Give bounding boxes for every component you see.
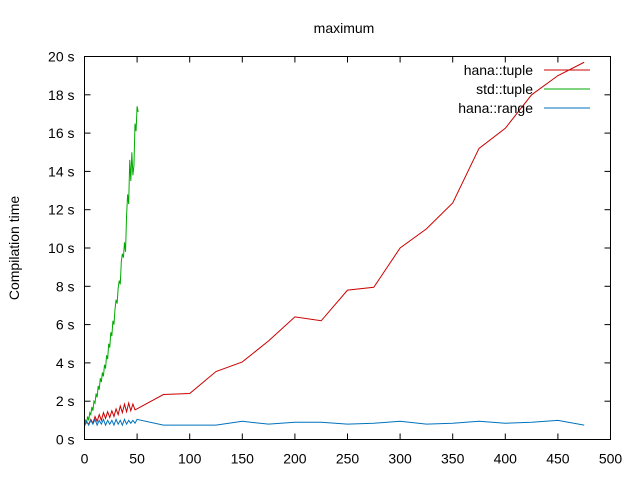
legend-label-hana-tuple: hana::tuple	[464, 62, 533, 78]
y-tick-label: 20 s	[48, 49, 74, 65]
y-tick-label: 10 s	[48, 240, 74, 256]
plot-frame	[84, 56, 611, 440]
x-tick-label: 400	[494, 451, 518, 467]
x-tick-label: 300	[388, 451, 412, 467]
x-tick-label: 350	[441, 451, 465, 467]
legend-label-hana-range: hana::range	[458, 100, 533, 116]
y-tick-label: 4 s	[56, 355, 75, 371]
y-tick-label: 14 s	[48, 163, 74, 179]
series-line-std-tuple	[84, 106, 139, 425]
series-line-hana-tuple	[84, 61, 585, 426]
series-lines	[84, 61, 585, 427]
y-tick-label: 2 s	[56, 393, 75, 409]
series-line-hana-range	[84, 418, 585, 427]
x-tick-label: 100	[178, 451, 202, 467]
x-tick-label: 250	[336, 451, 360, 467]
y-tick-label: 16 s	[48, 125, 74, 141]
x-tick-label: 0	[81, 451, 89, 467]
y-tick-label: 12 s	[48, 202, 74, 218]
x-tick-label: 50	[129, 451, 145, 467]
y-tick-label: 18 s	[48, 87, 74, 103]
y-tick-label: 8 s	[56, 278, 75, 294]
ticks: 0 50 100 150 200 250 300 350 400 450 500 0 s 2 s 4 s 6…	[48, 49, 622, 467]
chart-title: maximum	[314, 20, 375, 36]
y-tick-label: 6 s	[56, 317, 75, 333]
y-tick-label: 0 s	[56, 432, 75, 448]
x-tick-label: 150	[231, 451, 255, 467]
x-tick-label: 200	[283, 451, 307, 467]
y-axis-label: Compilation time	[6, 196, 22, 300]
x-tick-label: 500	[599, 451, 623, 467]
legend-label-std-tuple: std::tuple	[476, 81, 533, 97]
x-tick-label: 450	[546, 451, 570, 467]
